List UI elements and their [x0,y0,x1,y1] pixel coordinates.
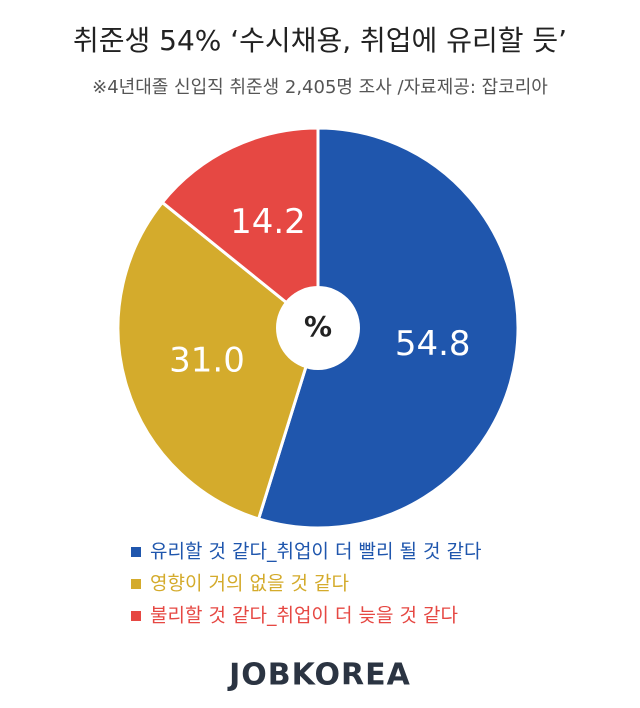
pie-slice [160,126,320,332]
chart-title: 취준생 54% ‘수시채용, 취업에 유리할 듯’ [73,24,567,57]
value-label: 14.2 [230,202,306,242]
pie-slice [256,126,520,530]
legend-marker [131,579,141,589]
legend-marker [131,611,141,621]
value-label: 31.0 [169,340,245,380]
legend-label: 유리할 것 같다_취업이 더 빨리 될 것 같다 [150,541,481,563]
value-label: 54.8 [395,324,471,364]
legend-label: 불리할 것 같다_취업이 더 늦을 것 같다 [150,605,458,627]
legend-label: 영향이 거의 없을 것 같다 [150,573,349,595]
chart-subtitle: ※4년대졸 신입직 취준생 2,405명 조사 /자료제공: 잡코리아 [92,77,548,98]
pie: 54.8 31.0 14.2% [116,126,520,530]
pie-slice [116,200,320,521]
brand-logo: JOBKOREA [227,658,411,693]
center-hole [276,286,360,370]
center-label: % [304,310,332,343]
legend-marker [131,547,141,557]
